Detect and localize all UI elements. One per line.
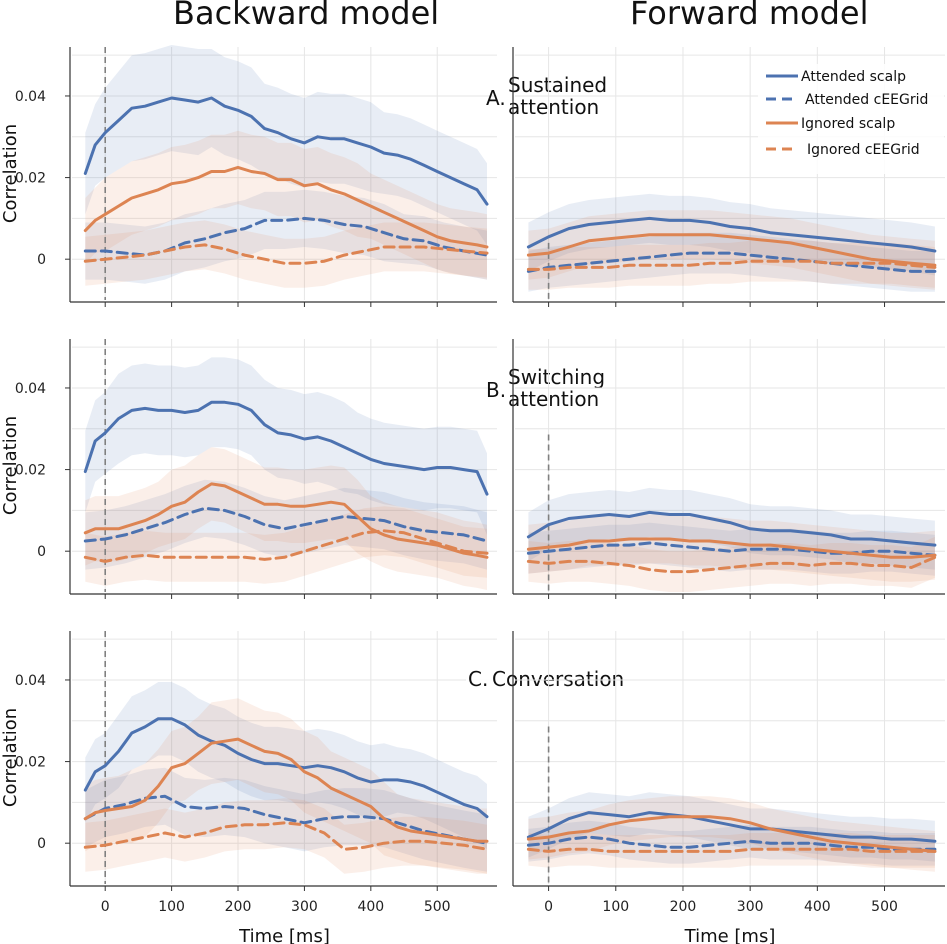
panel-tag-subtitle: attention [508, 387, 599, 411]
forward-model-title: Forward model [630, 0, 869, 32]
series-line-ignored-scalp [83, 737, 489, 843]
legend-item: Ignored scalp [766, 116, 895, 132]
x-tick-label: 400 [804, 899, 831, 915]
panel-tag-letter: A. [486, 86, 506, 110]
legend-item: Attended cEEGrid [766, 92, 928, 108]
panel-c-backward: 0 0.02 0.04 Correlation 0 100 200 300 400 500 Time… [0, 631, 638, 944]
legend-label: Ignored scalp [801, 116, 895, 132]
confidence-band [528, 210, 935, 290]
panel-tag-bg [466, 662, 638, 692]
y-axis-label: Correlation [0, 708, 21, 807]
y-axis-label: Correlation [0, 124, 21, 223]
series-line-attended-scalp [83, 96, 489, 206]
confidence-band [85, 447, 488, 590]
confidence-band [85, 698, 488, 874]
panel-tag-letter: C. [468, 667, 488, 691]
legend-item: Attended scalp [766, 69, 906, 85]
y-tick-label: 0 [37, 544, 46, 560]
y-tick-label: 0 [37, 836, 46, 852]
confidence-band [85, 357, 488, 535]
x-tick-label: 500 [871, 899, 898, 915]
series-line-ignored-ceegrid [83, 821, 489, 851]
confidence-band [85, 130, 488, 280]
y-tick-label: 0.04 [15, 381, 46, 397]
panel-tag-letter: B. [486, 378, 506, 402]
series-line-ignored-scalp [526, 233, 937, 267]
x-tick-label: 200 [225, 899, 252, 915]
series-line-attended-ceegrid [526, 541, 937, 557]
series-line-ignored-ceegrid [526, 555, 937, 574]
legend: Attended scalp Attended cEEGrid Ignored sc… [758, 64, 944, 174]
x-tick-label: 200 [670, 899, 697, 915]
backward-model-title: Backward model [173, 0, 440, 32]
legend-box [758, 64, 944, 174]
series-line-ignored-scalp [83, 165, 489, 249]
x-tick-label: 0 [544, 899, 553, 915]
x-axis-label: Time [ms] [684, 926, 776, 944]
x-tick-label: 300 [737, 899, 764, 915]
series-line-attended-ceegrid [526, 251, 937, 273]
x-tick-label: 400 [357, 899, 384, 915]
confidence-band [85, 506, 488, 586]
panel-c-forward: 0 100 200 300 400 500 Time [ms] [512, 631, 945, 944]
confidence-band [85, 45, 488, 245]
x-tick-label: 0 [101, 899, 110, 915]
legend-label: Attended scalp [801, 69, 906, 85]
y-tick-label: 0.04 [15, 89, 46, 105]
series-line-attended-scalp [526, 216, 937, 253]
panel-tag-title: Switching [508, 365, 605, 389]
panel-tag-title: Sustained [508, 73, 607, 97]
confidence-band [528, 240, 935, 290]
series-line-attended-scalp [526, 811, 937, 843]
y-tick-label: 0 [37, 252, 46, 268]
y-tick-label: 0.02 [15, 755, 46, 771]
x-tick-label: 100 [602, 899, 629, 915]
panel-tag-title: Conversation [492, 667, 624, 691]
series-line-attended-ceegrid [83, 794, 489, 845]
series-line-ignored-scalp [83, 482, 489, 559]
x-tick-label: 500 [424, 899, 451, 915]
series-line-ignored-scalp [526, 815, 937, 853]
y-tick-label: 0.02 [15, 463, 46, 479]
series-line-ignored-ceegrid [526, 847, 937, 853]
panel-tag-subtitle: attention [508, 95, 599, 119]
legend-item: Ignored cEEGrid [766, 142, 920, 158]
series-line-ignored-ceegrid [526, 259, 937, 271]
confidence-band [528, 514, 935, 582]
panel-b-forward [512, 339, 945, 599]
panel-tag: C. Conversation [466, 662, 638, 692]
series-line-attended-scalp [526, 510, 937, 547]
series-line-attended-scalp [83, 400, 489, 496]
series-line-attended-ceegrid [526, 835, 937, 851]
series-line-ignored-scalp [526, 537, 937, 559]
confidence-band [528, 193, 935, 276]
y-tick-label: 0.04 [15, 673, 46, 689]
y-axis-label: Correlation [0, 416, 21, 515]
legend-label: Attended cEEGrid [805, 92, 928, 108]
series-line-attended-ceegrid [83, 506, 489, 543]
x-tick-label: 300 [291, 899, 318, 915]
confidence-band [85, 798, 488, 874]
confidence-band [85, 220, 488, 288]
x-tick-label: 100 [158, 899, 185, 915]
y-tick-label: 0.02 [15, 171, 46, 187]
series-line-ignored-ceegrid [83, 243, 489, 265]
confidence-band [528, 487, 935, 570]
x-axis-label: Time [ms] [238, 926, 330, 944]
series-line-attended-scalp [83, 717, 489, 819]
confidence-band [528, 820, 935, 866]
legend-label: Ignored cEEGrid [807, 142, 920, 158]
series-line-ignored-ceegrid [83, 529, 489, 563]
confidence-band [528, 232, 935, 292]
